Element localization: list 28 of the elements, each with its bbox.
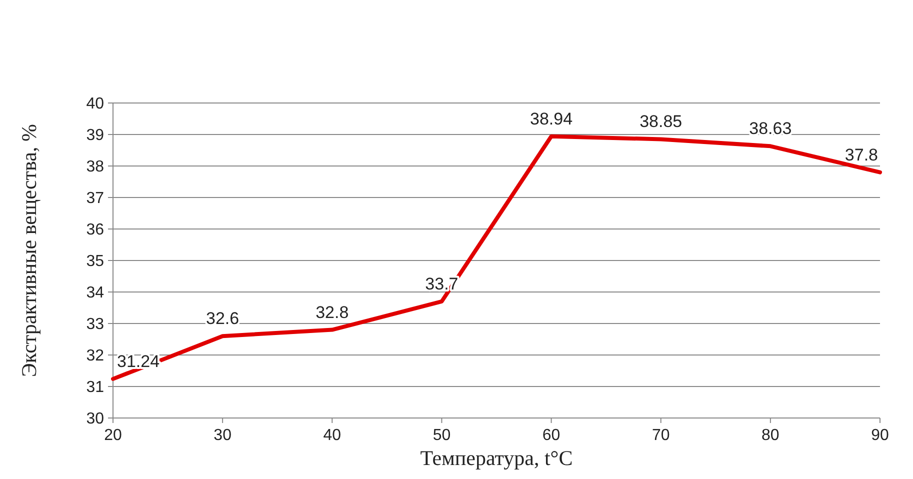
x-tick-label: 90	[871, 427, 889, 444]
x-tick-label: 30	[214, 427, 232, 444]
line-series	[111, 134, 882, 381]
y-tick-label: 31	[86, 379, 104, 396]
x-tick-label: 40	[323, 427, 342, 444]
x-tick-label: 80	[762, 427, 780, 444]
y-tick-label: 39	[86, 127, 104, 144]
y-tick-label: 33	[86, 316, 104, 334]
y-tick-label: 34	[86, 284, 104, 302]
y-tick-label: 38	[86, 158, 104, 176]
y-tick-label: 40	[86, 96, 104, 113]
data-label: 38.94	[530, 109, 573, 128]
x-tick-label: 70	[652, 427, 670, 444]
x-tick-label: 20	[104, 427, 122, 444]
y-tick-label: 36	[86, 222, 104, 239]
y-axis-title: Экстрактивные вещества, %	[17, 124, 41, 377]
y-tick-label: 37	[86, 190, 104, 208]
data-label: 37.8	[844, 145, 878, 164]
data-label: 32.8	[316, 302, 349, 322]
x-axis-title: Температура, t°C	[420, 446, 573, 470]
y-tick-label: 30	[86, 410, 104, 428]
x-tick-label: 50	[432, 427, 451, 444]
data-label: 32.6	[206, 309, 240, 328]
data-label: 38.63	[749, 119, 792, 138]
y-tick-label: 32	[86, 348, 104, 365]
data-label: 38.85	[640, 112, 682, 132]
x-tick-label: 60	[542, 427, 560, 444]
y-tick-label: 35	[86, 253, 104, 270]
